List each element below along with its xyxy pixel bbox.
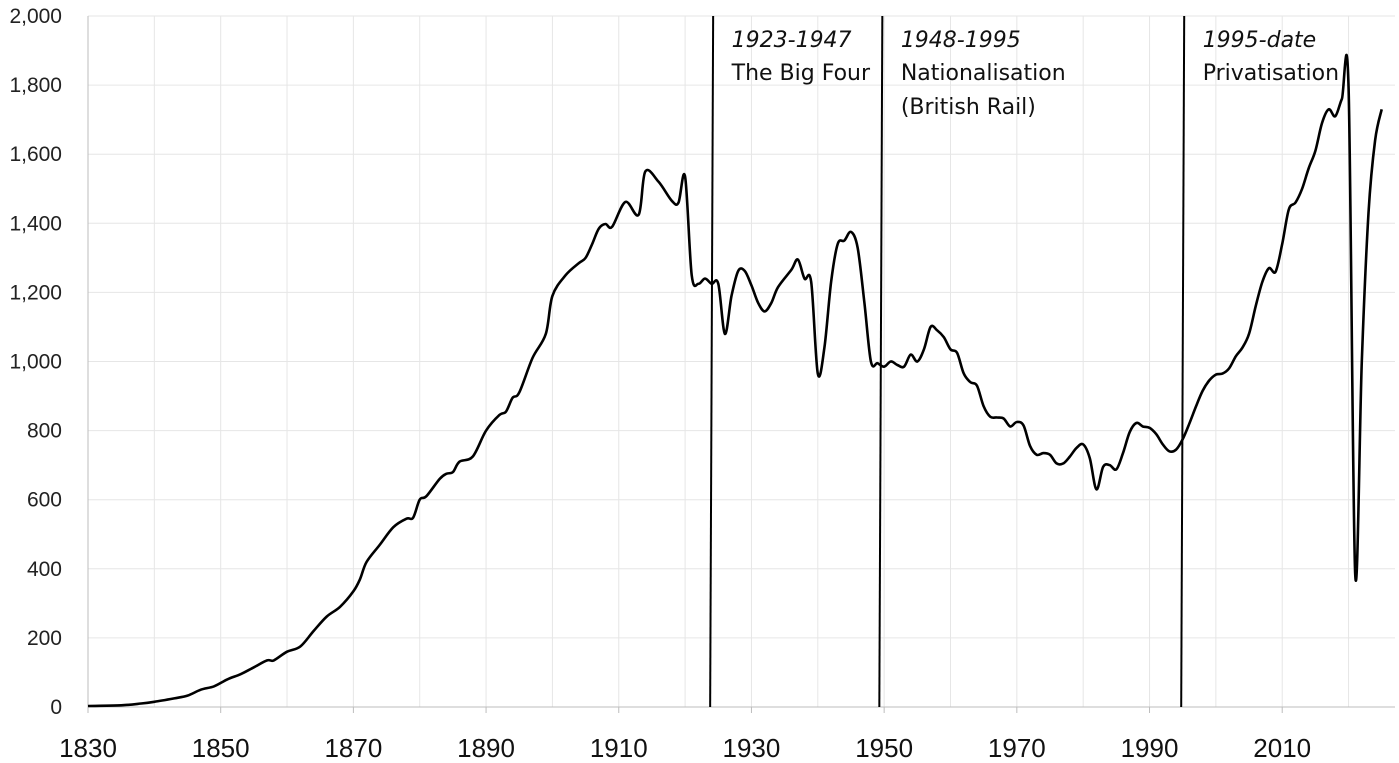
y-tick-label: 1,600 [9, 143, 62, 166]
era-name-label: (British Rail) [901, 95, 1036, 120]
era-divider-line [878, 15, 884, 708]
y-tick-label: 1,800 [9, 74, 62, 97]
x-tick-label: 1970 [988, 733, 1046, 763]
y-tick-label: 200 [27, 627, 62, 650]
y-tick-label: 1,400 [9, 212, 62, 235]
y-tick-label: 1,000 [9, 351, 62, 374]
x-tick-label: 2010 [1253, 733, 1311, 763]
era-years-label: 1923-1947 [732, 28, 852, 53]
x-tick-label: 1990 [1121, 733, 1179, 763]
era-name-label: The Big Four [731, 61, 871, 86]
gridlines [88, 15, 1395, 707]
x-axis-ticks: 1830 1850 1870 1890 1910 1930 1950 1970 1990 2010 [59, 733, 1311, 763]
x-tick-label: 1850 [192, 733, 250, 763]
y-tick-label: 2,000 [9, 5, 62, 28]
era-divider-line [1180, 15, 1186, 708]
x-tick-label: 1950 [855, 733, 913, 763]
era-years-label: 1995-date [1203, 28, 1317, 53]
y-tick-label: 600 [27, 489, 62, 512]
era-markers: 1923-1947 The Big Four 1948-1995 Nationalis… [709, 15, 1339, 708]
x-tick-label: 1930 [723, 733, 781, 763]
x-tick-label: 1890 [457, 733, 515, 763]
era-name-label: Privatisation [1203, 61, 1339, 86]
x-tick-label: 1870 [324, 733, 382, 763]
series-line-0 [87, 53, 1383, 708]
era-name-label: Nationalisation [901, 61, 1066, 86]
y-tick-label: 1,200 [9, 281, 62, 304]
y-tick-label: 800 [27, 420, 62, 443]
y-tick-label: 0 [50, 696, 62, 719]
x-tick-label: 1830 [59, 733, 117, 763]
series-lines [87, 53, 1383, 708]
y-tick-label: 400 [27, 558, 62, 581]
y-axis-ticks: 0 200 400 600 800 1,000 1,200 1,400 1,600 1,800 2,… [9, 5, 62, 719]
x-tick-label: 1910 [590, 733, 648, 763]
era-years-label: 1948-1995 [901, 28, 1021, 53]
era-divider-line [709, 15, 715, 708]
axes [87, 16, 1395, 713]
